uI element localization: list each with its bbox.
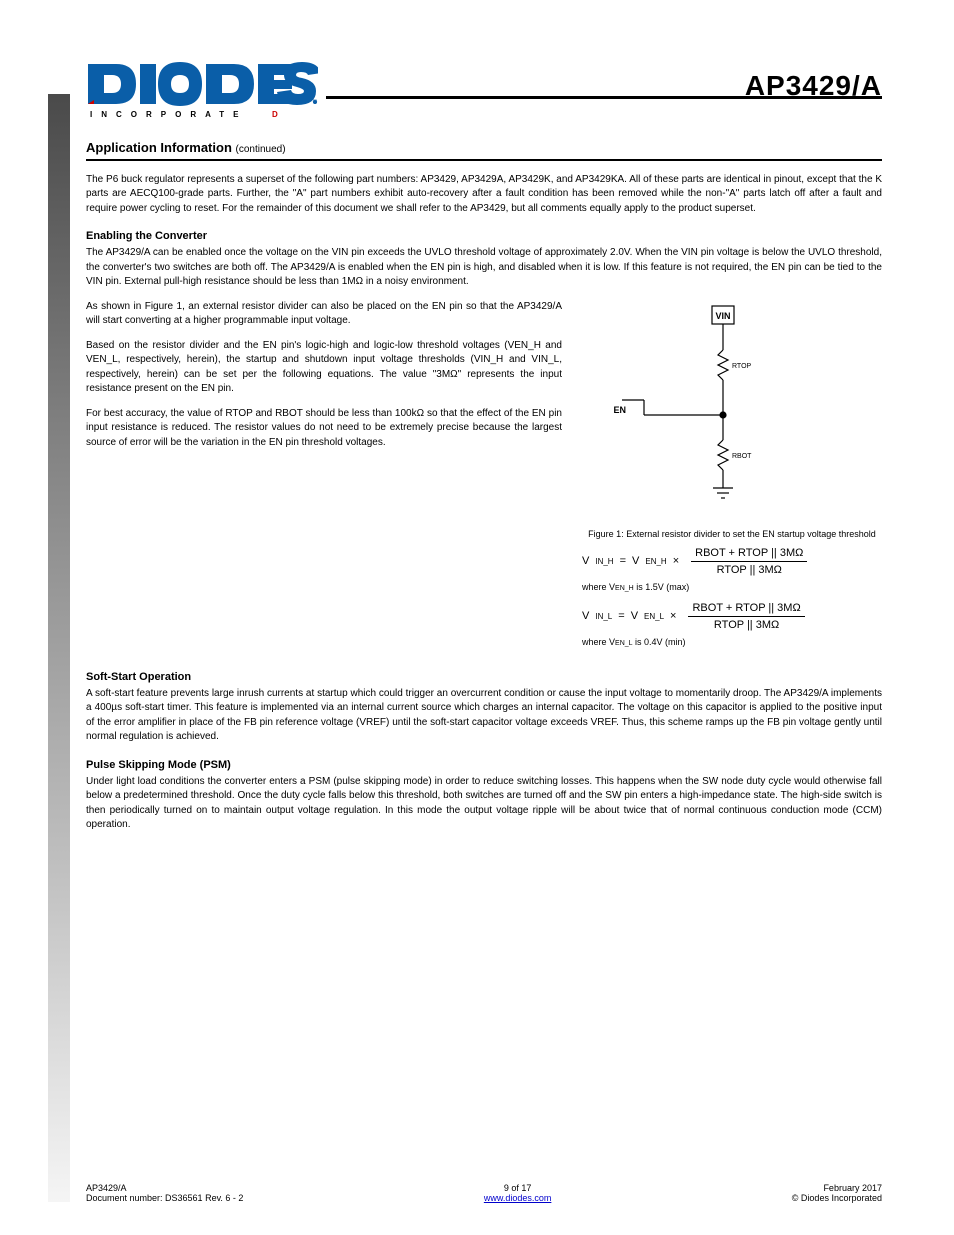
footer-left-line2: Document number: DS36561 Rev. 6 - 2 [86, 1193, 243, 1203]
eq2-lhs-sub: IN_L [595, 612, 612, 621]
eq1-times: × [673, 555, 679, 567]
p6-intro-paragraph: The P6 buck regulator represents a super… [86, 173, 882, 217]
figure-1-caption: Figure 1: External resistor divider to s… [582, 529, 882, 539]
ss-para1: A soft-start feature prevents large inru… [86, 687, 882, 745]
section-title-cont: (continued) [236, 144, 286, 155]
footer-right-line1: February 2017 [792, 1183, 882, 1193]
svg-text:D: D [272, 110, 278, 119]
eq2-note: where VEN_L is 0.4V (min) [582, 637, 882, 647]
eq1-rhs-base: V [632, 555, 639, 567]
brand-logo: ® INCORPORATE D [86, 60, 318, 122]
eq2-times: × [670, 610, 676, 622]
section-title-text: Application Information [86, 140, 232, 155]
header-rule [326, 96, 882, 99]
equation-vinl: V IN_L = V EN_L × RBOT + RTOP || 3MΩ RTOP … [582, 602, 882, 631]
equation-vinh: V IN_H = V EN_H × RBOT + RTOP || 3MΩ RTOP … [582, 547, 882, 576]
footer-center: 9 of 17 www.diodes.com [484, 1183, 552, 1203]
diodes-logo-svg: ® INCORPORATE D [86, 60, 318, 122]
footer-url[interactable]: www.diodes.com [484, 1193, 552, 1203]
footer-right-line2: © Diodes Incorporated [792, 1193, 882, 1203]
page-footer: AP3429/A Document number: DS36561 Rev. 6… [86, 1183, 882, 1203]
footer-left: AP3429/A Document number: DS36561 Rev. 6… [86, 1183, 243, 1203]
footer-right: February 2017 © Diodes Incorporated [792, 1183, 882, 1203]
eq1-note-sub: EN_H [615, 585, 634, 592]
eq1-lhs-sub: IN_H [595, 557, 613, 566]
eq2-note-rest: is 0.4V (min) [633, 637, 686, 647]
en-para3: Based on the resistor divider and the EN… [86, 339, 562, 397]
side-gradient-bar [48, 94, 70, 1202]
svg-text:INCORPORATE: INCORPORATE [90, 110, 248, 119]
eq2-num: RBOT + RTOP || 3MΩ [688, 602, 804, 617]
eq2-rhs-sub: EN_L [644, 612, 664, 621]
eq1-note-rest: is 1.5V (max) [634, 582, 690, 592]
psm-para1: Under light load conditions the converte… [86, 775, 882, 833]
eq2-note-sub: EN_L [615, 640, 633, 647]
eq1-den: RTOP || 3MΩ [713, 562, 786, 576]
eq1-note-label: where V [582, 582, 615, 592]
eq1-rhs-sub: EN_H [645, 557, 666, 566]
eq2-note-label: where V [582, 637, 615, 647]
en-para2: As shown in Figure 1, an external resist… [86, 300, 562, 329]
psm-subhead: Pulse Skipping Mode (PSM) [86, 759, 882, 771]
eq2-equals: = [618, 610, 624, 622]
en-subhead: Enabling the Converter [86, 230, 882, 242]
svg-text:®: ® [313, 99, 318, 106]
fig-vin-label: VIN [715, 311, 730, 321]
en-para4: For best accuracy, the value of RTOP and… [86, 407, 562, 451]
eq2-rhs-base: V [631, 610, 638, 622]
eq1-note: where VEN_H is 1.5V (max) [582, 582, 882, 592]
eq1-lhs-base: V [582, 555, 589, 567]
en-para1: The AP3429/A can be enabled once the vol… [86, 246, 882, 290]
eq2-lhs-base: V [582, 610, 589, 622]
fig-rbot-label: RBOT [732, 453, 752, 460]
section-rule [86, 159, 882, 161]
eq1-equals: = [620, 555, 626, 567]
footer-left-line1: AP3429/A [86, 1183, 243, 1193]
fig-rtop-label: RTOP [732, 363, 752, 370]
ss-subhead: Soft-Start Operation [86, 671, 882, 683]
eq2-den: RTOP || 3MΩ [710, 617, 783, 631]
figure-1-schematic: VIN EN RTOP RBOT [582, 300, 782, 520]
footer-center-line1: 9 of 17 [484, 1183, 552, 1193]
fig-en-label: EN [613, 405, 626, 415]
eq1-num: RBOT + RTOP || 3MΩ [691, 547, 807, 562]
section-title: Application Information (continued) [86, 140, 882, 155]
